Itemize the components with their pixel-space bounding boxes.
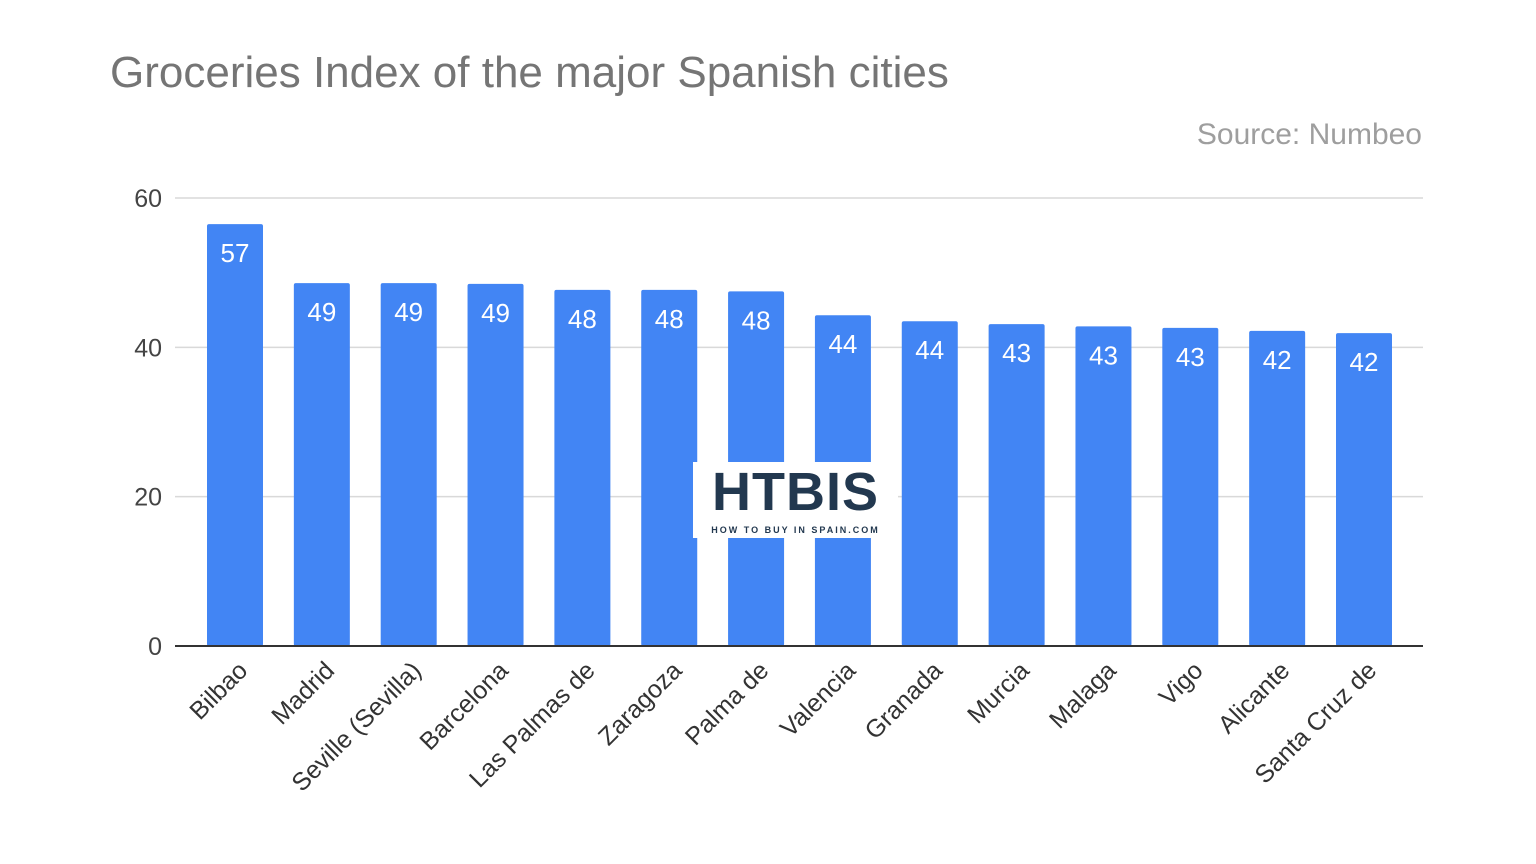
- chart-subtitle: Source: Numbeo: [1196, 118, 1422, 151]
- data-label: 43: [1176, 342, 1205, 372]
- data-label: 43: [1002, 338, 1031, 368]
- x-tick-label: Palma de: [680, 656, 774, 750]
- x-tick-label: Murcia: [962, 656, 1035, 729]
- x-tick-label: Granada: [859, 656, 948, 745]
- bar: [1075, 326, 1132, 646]
- data-label: 57: [221, 238, 250, 268]
- data-label: 42: [1263, 345, 1292, 375]
- data-label: 48: [568, 304, 597, 334]
- data-label: 44: [828, 329, 857, 359]
- logo-text: HTBIS: [712, 462, 879, 522]
- data-label: 49: [481, 298, 510, 328]
- bar: [380, 283, 437, 646]
- data-label: 49: [307, 297, 336, 327]
- x-tick-label: Vigo: [1154, 656, 1209, 711]
- data-label: 49: [394, 297, 423, 327]
- logo-tagline: HOW TO BUY IN SPAIN.COM: [711, 525, 880, 535]
- x-tick-label: Malaga: [1044, 656, 1122, 734]
- data-label: 44: [915, 335, 944, 365]
- data-label: 42: [1350, 347, 1379, 377]
- bar: [207, 224, 263, 646]
- bar: [554, 289, 611, 646]
- x-tick-label: Zaragoza: [593, 656, 688, 751]
- y-tick-label: 20: [134, 484, 162, 512]
- bar: [467, 283, 524, 646]
- bar: [988, 324, 1045, 646]
- htbis-logo-watermark: HTBIS HOW TO BUY IN SPAIN.COM: [693, 462, 898, 538]
- y-tick-label: 40: [134, 334, 162, 362]
- bar: [901, 321, 958, 646]
- data-label: 43: [1089, 340, 1118, 370]
- bar: [641, 289, 698, 646]
- x-tick-label: Valencia: [775, 656, 861, 742]
- data-label: 48: [655, 304, 684, 334]
- x-tick-label: Madrid: [266, 656, 340, 730]
- y-tick-label: 60: [134, 185, 162, 213]
- data-label: 48: [742, 305, 771, 335]
- chart-title: Groceries Index of the major Spanish cit…: [110, 48, 949, 97]
- bar: [1336, 333, 1392, 646]
- y-tick-label: 0: [148, 633, 162, 661]
- x-tick-label: Bilbao: [184, 656, 253, 725]
- x-tick-label: Alicante: [1213, 656, 1296, 739]
- bar: [293, 283, 350, 646]
- bar: [1249, 330, 1306, 646]
- bar: [1162, 327, 1219, 646]
